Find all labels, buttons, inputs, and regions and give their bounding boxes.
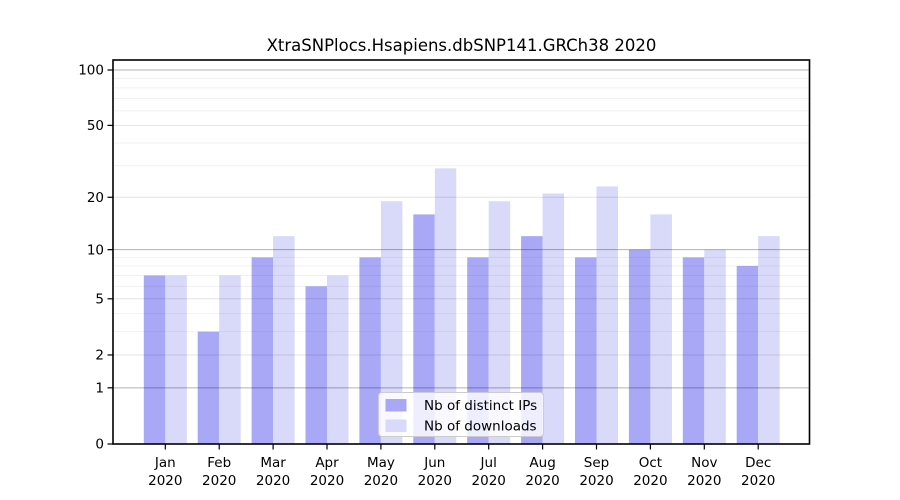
bar-nb-of-downloads-nov [704, 249, 726, 444]
chart-title: XtraSNPlocs.Hsapiens.dbSNP141.GRCh38 202… [266, 36, 657, 55]
legend-label-nb-of-distinct-ips: Nb of distinct IPs [424, 398, 537, 414]
legend-swatch-nb-of-downloads [385, 419, 407, 432]
bar-nb-of-distinct-ips-mar [251, 257, 274, 444]
legend-label-nb-of-downloads: Nb of downloads [424, 419, 537, 435]
x-tick-label-month-nov: Nov [691, 455, 717, 471]
bar-nb-of-downloads-jul [488, 201, 511, 444]
bar-nb-of-distinct-ips-feb [197, 331, 220, 444]
bar-nb-of-downloads-oct [650, 214, 672, 444]
y-tick-label-20: 20 [87, 190, 104, 206]
x-tick-label-month-may: May [367, 455, 395, 471]
bar-nb-of-distinct-ips-dec [736, 265, 759, 444]
bar-nb-of-downloads-aug [542, 193, 565, 444]
x-tick-label-year-mar: 2020 [256, 473, 290, 489]
legend-box [378, 392, 544, 437]
x-tick-label-year-sep: 2020 [579, 473, 613, 489]
x-tick-label-year-oct: 2020 [633, 473, 667, 489]
y-tick-label-50: 50 [87, 118, 104, 134]
bar-nb-of-downloads-jan [165, 275, 187, 444]
x-tick-label-month-mar: Mar [260, 455, 286, 471]
bar-nb-of-distinct-ips-may [359, 257, 381, 444]
x-tick-label-year-apr: 2020 [310, 473, 344, 489]
plot-border [112, 59, 811, 445]
bar-nb-of-downloads-dec [758, 236, 780, 444]
bar-nb-of-distinct-ips-oct [628, 249, 651, 444]
y-tick-label-10: 10 [87, 242, 104, 258]
bar-nb-of-distinct-ips-jun [413, 214, 435, 444]
bar-nb-of-downloads-mar [273, 236, 295, 444]
x-tick-label-month-jun: Jun [423, 455, 445, 471]
bar-nb-of-downloads-apr [327, 275, 349, 444]
y-tick-label-2: 2 [95, 348, 104, 364]
x-tick-label-month-aug: Aug [529, 455, 555, 471]
bar-nb-of-downloads-feb [219, 275, 241, 444]
y-tick-label-1: 1 [95, 381, 104, 397]
x-tick-label-month-sep: Sep [584, 455, 609, 471]
bar-nb-of-distinct-ips-sep [575, 257, 597, 444]
x-tick-label-month-oct: Oct [639, 455, 662, 471]
bar-nb-of-downloads-may [380, 201, 403, 444]
bar-nb-of-distinct-ips-apr [305, 286, 327, 444]
x-tick-label-year-aug: 2020 [525, 473, 559, 489]
legend-swatch-nb-of-distinct-ips [385, 399, 407, 412]
x-tick-label-year-dec: 2020 [741, 473, 775, 489]
x-tick-label-year-jun: 2020 [418, 473, 452, 489]
x-tick-label-month-jan: Jan [154, 455, 176, 471]
x-tick-label-year-may: 2020 [364, 473, 398, 489]
x-tick-label-year-nov: 2020 [687, 473, 721, 489]
y-tick-label-0: 0 [95, 437, 104, 453]
x-tick-label-month-apr: Apr [315, 455, 339, 471]
x-tick-label-month-feb: Feb [207, 455, 231, 471]
x-tick-label-year-jan: 2020 [148, 473, 182, 489]
y-tick-label-5: 5 [95, 291, 104, 307]
x-tick-label-month-dec: Dec [745, 455, 771, 471]
x-tick-label-year-feb: 2020 [202, 473, 236, 489]
bar-nb-of-distinct-ips-nov [682, 257, 705, 444]
x-tick-label-month-jul: Jul [480, 455, 497, 471]
x-tick-label-year-jul: 2020 [472, 473, 506, 489]
bar-nb-of-distinct-ips-jan [143, 275, 166, 444]
bar-nb-of-downloads-jun [434, 168, 457, 444]
y-tick-label-100: 100 [78, 63, 104, 79]
bar-nb-of-downloads-sep [596, 186, 618, 444]
